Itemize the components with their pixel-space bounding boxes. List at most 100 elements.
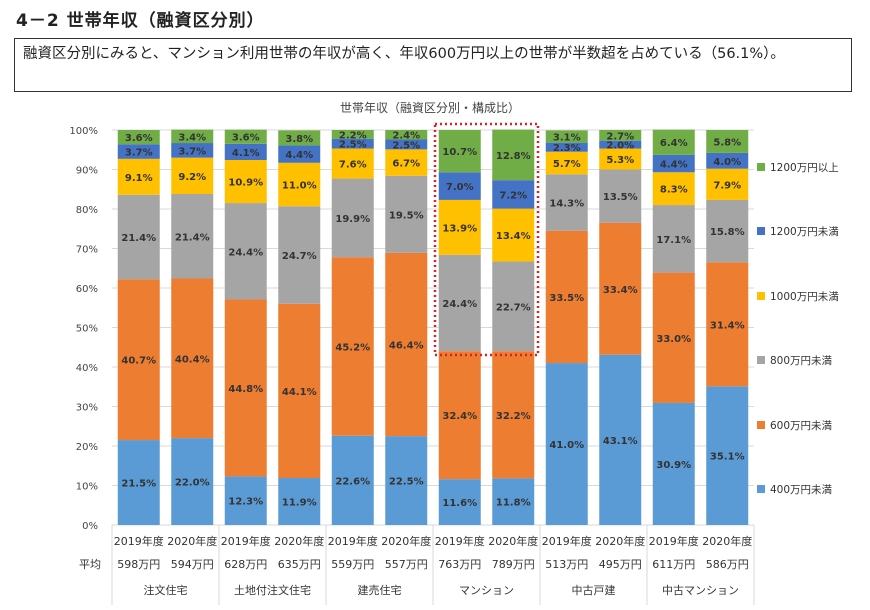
bar-segment [492, 351, 535, 479]
bar-segment [278, 130, 321, 146]
summary-box: 融資区分別にみると、マンション利用世帯の年収が高く、年収600万円以上の世帯が半… [14, 38, 852, 92]
bar-segment [385, 252, 428, 437]
data-label: 8.3% [660, 185, 688, 196]
data-label: 3.6% [232, 133, 260, 144]
average-income: 763万円 [438, 558, 481, 571]
bar-segment [117, 158, 160, 195]
x-category-label: 2019年度 [435, 534, 485, 548]
bar-segment [224, 299, 267, 477]
bar-segment [706, 262, 749, 387]
bar-segment [438, 199, 481, 255]
bar-segment [171, 193, 214, 279]
x-category-label: 2020年度 [381, 534, 431, 548]
bar-segment [652, 154, 695, 173]
average-income: 557万円 [385, 558, 428, 571]
bar-segment [545, 230, 588, 364]
y-tick-label: 0% [82, 521, 98, 532]
average-income: 495万円 [599, 558, 642, 571]
data-label: 6.4% [660, 138, 688, 149]
data-label: 2.0% [606, 141, 634, 152]
data-label: 7.0% [446, 182, 474, 193]
average-income: 598万円 [117, 558, 160, 571]
data-label: 35.1% [710, 452, 745, 463]
y-tick-label: 10% [76, 482, 98, 493]
average-income: 789万円 [492, 558, 535, 571]
bar-segment [438, 254, 481, 352]
bar-segment [706, 130, 749, 153]
bar-segment [545, 151, 588, 175]
bar-segment [117, 144, 160, 159]
bar-segment [492, 180, 535, 209]
data-label: 3.8% [285, 134, 313, 145]
data-label: 5.7% [553, 159, 581, 170]
data-label: 21.4% [175, 232, 210, 243]
data-label: 3.6% [125, 133, 153, 144]
data-label: 12.3% [228, 497, 263, 508]
legend-label: 1000万円未満 [770, 291, 839, 303]
bar-segment [278, 145, 321, 163]
data-label: 45.2% [335, 342, 370, 353]
y-tick-label: 30% [76, 403, 98, 414]
data-label: 6.7% [392, 159, 420, 170]
bar-segment [278, 477, 321, 525]
data-label: 33.4% [603, 285, 638, 296]
bar-segment [385, 139, 428, 150]
bar-segment [545, 130, 588, 143]
bar-segment [652, 205, 695, 273]
data-label: 32.4% [442, 411, 477, 422]
data-label: 19.5% [389, 210, 424, 221]
data-label: 19.9% [335, 214, 370, 225]
bar-segment [385, 130, 428, 140]
bar-segment [706, 168, 749, 200]
group-label: 中古マンション [662, 584, 739, 597]
x-category-label: 2019年度 [649, 534, 699, 548]
bar-segment [599, 222, 642, 355]
bar-segment [224, 203, 267, 300]
data-label: 31.4% [710, 320, 745, 331]
data-label: 11.6% [442, 498, 477, 509]
data-label: 2.2% [339, 130, 367, 141]
bar-segment [171, 278, 214, 439]
average-income: 586万円 [706, 558, 749, 571]
y-tick-label: 100% [69, 126, 98, 137]
data-label: 11.8% [496, 498, 531, 509]
legend-label: 1200万円未満 [770, 226, 839, 238]
average-income: 559万円 [331, 558, 374, 571]
y-tick-label: 20% [76, 442, 98, 453]
bar-segment [117, 440, 160, 525]
x-category-label: 2019年度 [542, 534, 592, 548]
bar-segment [331, 148, 374, 179]
bar-segment [438, 130, 481, 173]
bar-segment [331, 257, 374, 436]
x-category-label: 2019年度 [221, 534, 271, 548]
data-label: 5.8% [713, 137, 741, 148]
average-income: 594万円 [171, 558, 214, 571]
data-label: 10.9% [228, 178, 263, 189]
bar-segment [224, 160, 267, 204]
data-label: 9.2% [178, 172, 206, 183]
data-label: 44.1% [282, 387, 317, 398]
bar-segment [385, 149, 428, 176]
bar-segment [331, 435, 374, 525]
bar-segment [599, 140, 642, 149]
data-label: 22.0% [175, 478, 210, 489]
bar-segment [492, 478, 535, 525]
bar-segment [706, 386, 749, 525]
bar-segment [599, 169, 642, 223]
bar-segment [652, 272, 695, 403]
bar-segment [492, 261, 535, 352]
data-label: 44.8% [228, 384, 263, 395]
group-label: 中古戸建 [572, 583, 616, 597]
data-label: 10.7% [442, 147, 477, 158]
data-label: 2.5% [392, 140, 420, 151]
bar-segment [117, 130, 160, 145]
highlight-box [433, 122, 540, 357]
legend-label: 1200万円以上 [770, 162, 839, 174]
bar-segment [171, 438, 214, 525]
bar-segment [438, 479, 481, 525]
legend-swatch [757, 227, 765, 235]
legend-swatch [757, 163, 765, 171]
bar-segment [171, 157, 214, 194]
bar-segment [599, 130, 642, 141]
data-label: 11.9% [282, 497, 317, 508]
